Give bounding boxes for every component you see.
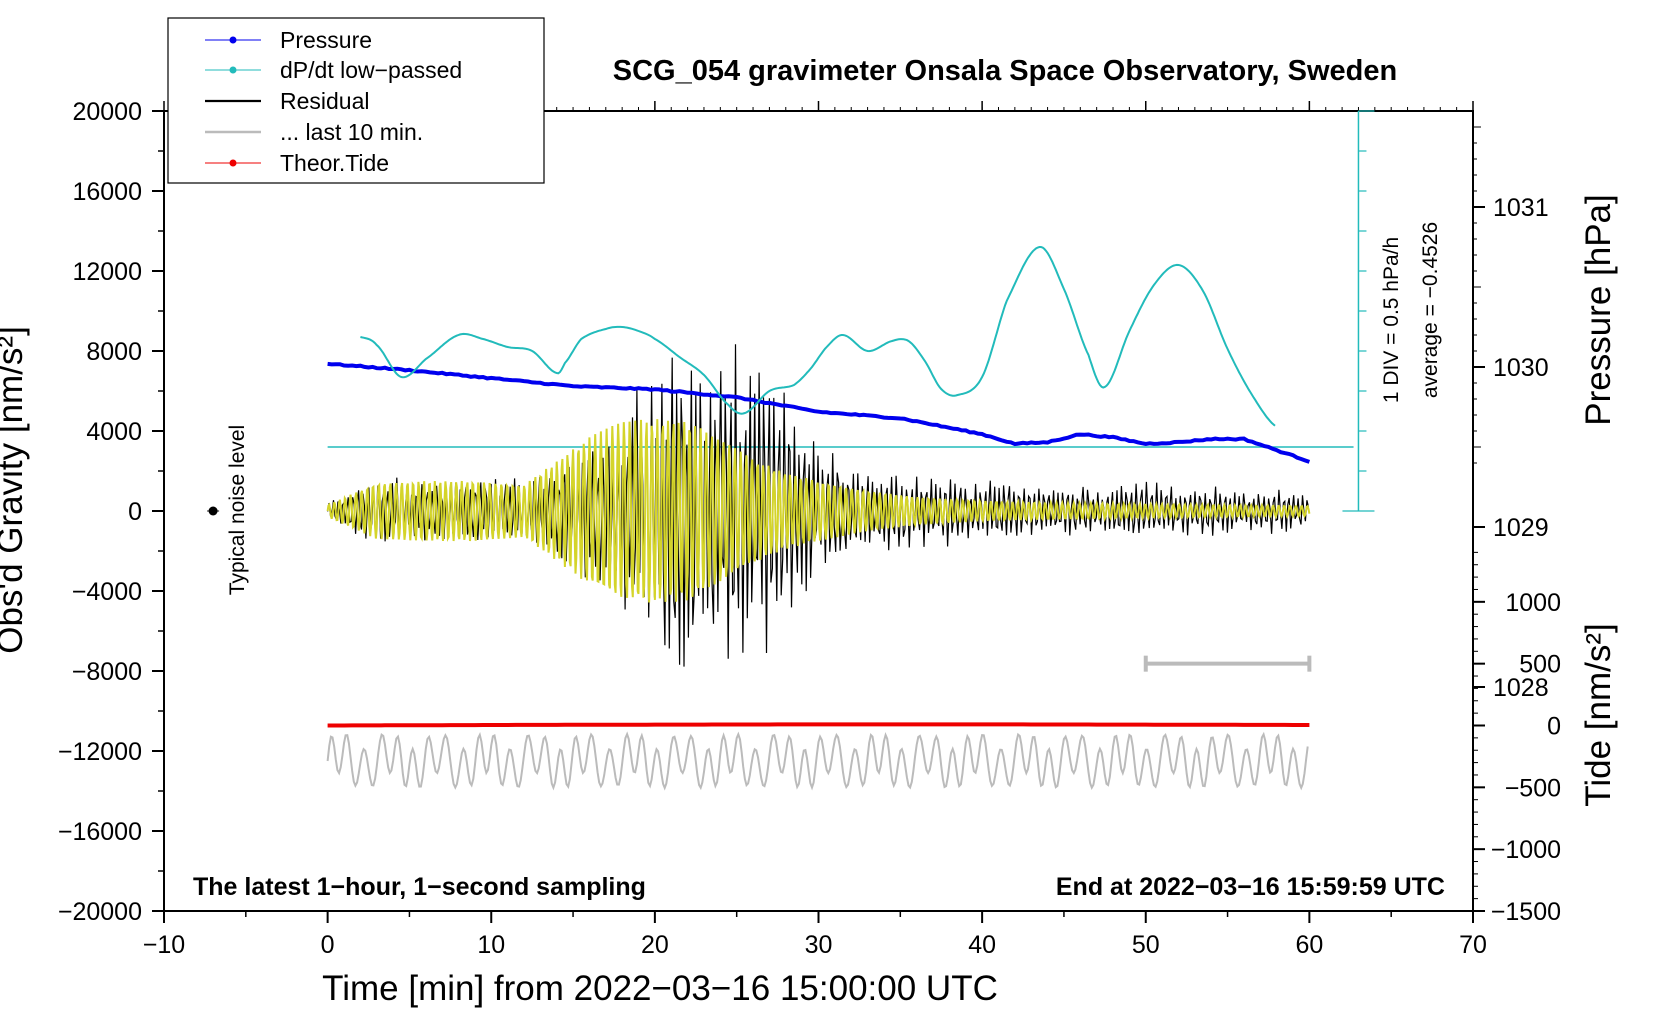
y-tick-label-left: 12000	[72, 258, 142, 286]
y-tick-label-pressure: 1028	[1493, 674, 1549, 702]
y-tick-label-tide: −1500	[1491, 898, 1561, 926]
y-tick-label-tide: −1000	[1491, 836, 1561, 864]
legend-pressure-label: Pressure	[280, 27, 372, 53]
y-tick-label-left: −16000	[58, 818, 142, 846]
x-tick-label: 20	[641, 931, 669, 959]
y-tick-label-left: 4000	[86, 418, 142, 446]
legend-item-residual: Residual	[205, 88, 370, 114]
x-tick-label: 40	[968, 931, 996, 959]
y-tick-label-left: 20000	[72, 98, 142, 126]
y-tick-label-left: −12000	[58, 738, 142, 766]
dpdt-line	[360, 246, 1276, 427]
filtered-residual-line	[326, 419, 1311, 603]
y-tick-label-left: −4000	[72, 578, 142, 606]
series-layer	[207, 110, 1375, 791]
y-tick-label-pressure: 1029	[1493, 514, 1549, 542]
dpdt-average-label: average = −0.4526	[1419, 222, 1442, 398]
legend-item-tide: Theor.Tide	[205, 150, 389, 176]
legend-item-pressure: Pressure	[205, 27, 372, 53]
chart-title: SCG_054 gravimeter Onsala Space Observat…	[613, 55, 1397, 87]
x-tick-label: −10	[143, 931, 185, 959]
dpdt-division-label: 1 DIV = 0.5 hPa/h	[1380, 237, 1403, 403]
y-tick-label-tide: −500	[1505, 774, 1561, 802]
y-tick-label-tide: 0	[1547, 713, 1561, 741]
x-tick-label: 0	[321, 931, 335, 959]
legend: Pressure dP/dt low−passed Residual ... l…	[167, 17, 545, 184]
legend-residual-label: Residual	[280, 88, 370, 114]
legend-last10-label: ... last 10 min.	[280, 119, 423, 145]
x-tick-label: 30	[805, 931, 833, 959]
x-tick-label: 60	[1295, 931, 1323, 959]
legend-tide-dot	[229, 159, 237, 167]
legend-dpdt-dot	[229, 66, 237, 74]
y-axis-label-pressure: Pressure [hPa]	[1579, 194, 1618, 426]
last10-line	[326, 731, 1309, 791]
y-tick-label-pressure: 1031	[1493, 194, 1549, 222]
legend-tide-label: Theor.Tide	[280, 150, 389, 176]
x-tick-label: 10	[477, 931, 505, 959]
y-tick-label-pressure: 1030	[1493, 354, 1549, 382]
legend-item-last10: ... last 10 min.	[205, 119, 423, 145]
axis-ticks: −10 0 10 20 30 40 50 60 70 20000 16000 12000 8000 400…	[58, 98, 1561, 959]
y-tick-label-left: 0	[128, 498, 142, 526]
x-axis-label: Time [min] from 2022−03−16 15:00:00 UTC	[322, 969, 998, 1008]
y-axis-label-tide: Tide [nm/s²]	[1579, 623, 1618, 806]
legend-pressure-dot	[229, 36, 237, 44]
legend-item-dpdt: dP/dt low−passed	[205, 57, 462, 83]
tide-line	[327, 722, 1310, 728]
residual-line	[327, 344, 1309, 667]
y-axis-label-left: Obs'd Gravity [nm/s²]	[0, 326, 30, 654]
y-tick-label-left: −8000	[72, 658, 142, 686]
end-time-note: End at 2022−03−16 15:59:59 UTC	[1056, 873, 1445, 901]
x-tick-label: 50	[1132, 931, 1160, 959]
sampling-note: The latest 1−hour, 1−second sampling	[193, 873, 646, 901]
legend-dpdt-label: dP/dt low−passed	[280, 57, 462, 83]
y-tick-label-left: 8000	[86, 338, 142, 366]
y-tick-label-tide: 500	[1519, 651, 1561, 679]
x-tick-label: 70	[1459, 931, 1487, 959]
y-tick-label-left: 16000	[72, 178, 142, 206]
y-tick-label-tide: 1000	[1505, 589, 1561, 617]
noise-level-point	[208, 506, 218, 516]
noise-level-label: Typical noise level	[226, 425, 249, 595]
pressure-line	[327, 361, 1311, 464]
y-tick-label-left: −20000	[58, 898, 142, 926]
